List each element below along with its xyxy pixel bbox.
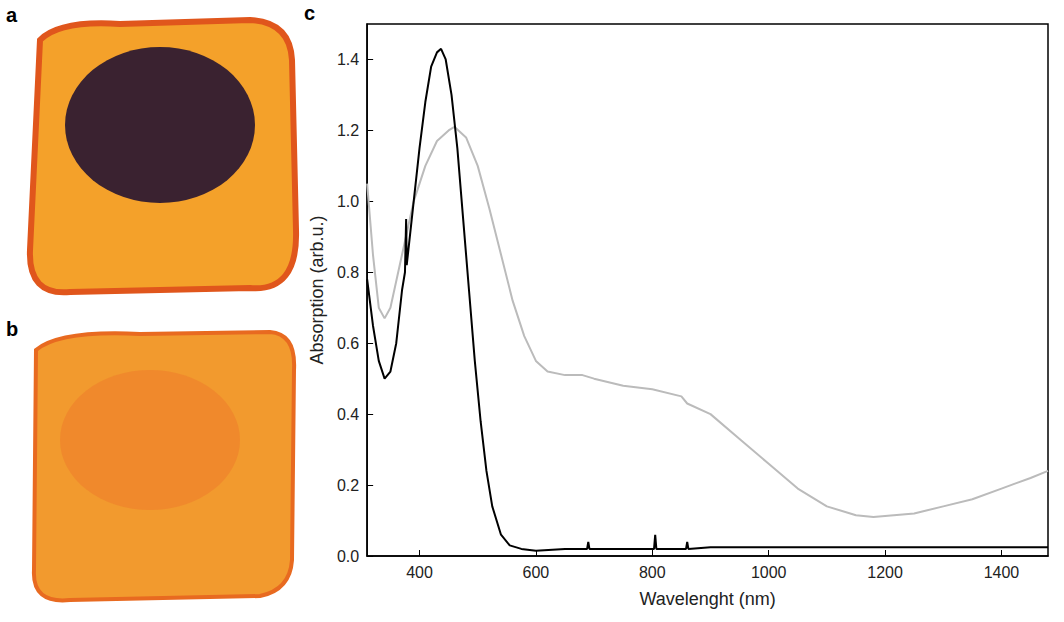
svg-text:0.6: 0.6 <box>337 335 359 352</box>
svg-text:Absorption (arb.u.): Absorption (arb.u.) <box>307 215 327 364</box>
svg-text:1000: 1000 <box>751 564 787 581</box>
svg-text:1.0: 1.0 <box>337 193 359 210</box>
svg-text:Wavelenght (nm): Wavelenght (nm) <box>639 589 775 609</box>
html-text:a: a <box>6 4 18 26</box>
svg-text:0.4: 0.4 <box>337 406 359 423</box>
html-text:c: c <box>304 2 316 24</box>
svg-text:0.2: 0.2 <box>337 477 359 494</box>
html-text:b: b <box>6 318 19 340</box>
svg-text:400: 400 <box>406 564 433 581</box>
svg-text:1.4: 1.4 <box>337 51 359 68</box>
svg-text:0.8: 0.8 <box>337 264 359 281</box>
svg-text:0.0: 0.0 <box>337 548 359 565</box>
svg-text:1200: 1200 <box>867 564 903 581</box>
svg-text:600: 600 <box>523 564 550 581</box>
svg-text:1.2: 1.2 <box>337 122 359 139</box>
svg-text:1400: 1400 <box>984 564 1020 581</box>
svg-text:800: 800 <box>639 564 666 581</box>
